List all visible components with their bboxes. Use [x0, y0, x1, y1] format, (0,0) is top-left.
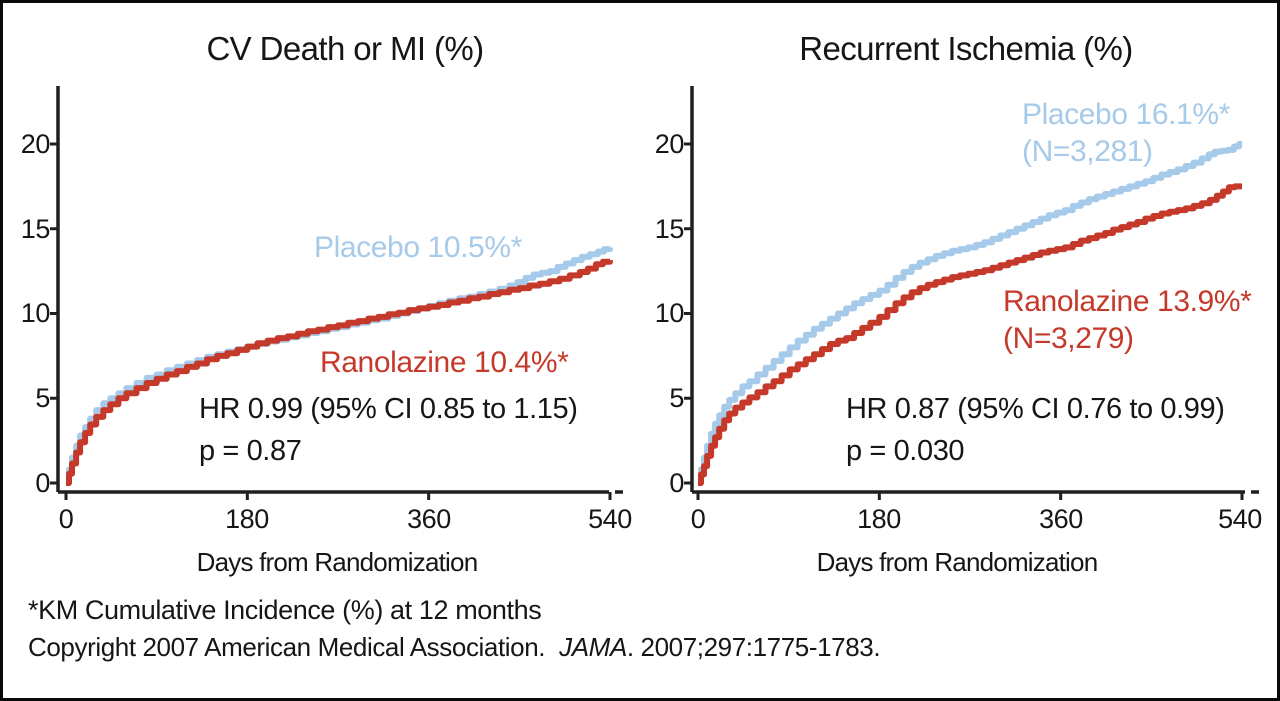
- left-ytick-15: 15: [20, 214, 51, 244]
- chart-recurrent-ischemia-title: Recurrent Ischemia (%): [799, 30, 1133, 67]
- left-x-axis-label: Days from Randomization: [196, 547, 479, 577]
- right-x-axis-label: Days from Randomization: [816, 547, 1099, 577]
- left-ytick-0: 0: [35, 468, 50, 498]
- right-p-annotation: p = 0.030: [846, 435, 965, 467]
- left-ytick-10: 10: [20, 298, 51, 328]
- right-ranolazine-n-label: (N=3,279): [1003, 322, 1134, 355]
- copyright-suffix: . 2007;297:1775-1783.: [626, 632, 881, 662]
- left-xtick-540: 540: [588, 504, 632, 534]
- left-xtick-0: 0: [58, 504, 74, 534]
- right-xtick-0: 0: [690, 504, 706, 534]
- km-curve-placebo-chart-1: [698, 141, 1242, 486]
- left-ranolazine-series-label: Ranolazine 10.4%*: [320, 346, 569, 379]
- right-ytick-20: 20: [654, 129, 685, 159]
- right-ytick-15: 15: [654, 214, 685, 244]
- copyright-prefix: Copyright 2007 American Medical Associat…: [28, 632, 546, 662]
- chart-cv-death-mi-title: CV Death or MI (%): [206, 30, 484, 67]
- copyright-line: Copyright 2007 American Medical Associat…: [28, 632, 881, 663]
- right-hr-annotation: HR 0.87 (95% CI 0.76 to 0.99): [846, 393, 1225, 425]
- right-ytick-0: 0: [669, 468, 684, 498]
- left-placebo-series-label: Placebo 10.5%*: [314, 231, 522, 264]
- right-ytick-10: 10: [654, 298, 685, 328]
- left-hr-annotation: HR 0.99 (95% CI 0.85 to 1.15): [199, 393, 578, 425]
- right-ytick-5: 5: [669, 383, 684, 413]
- km-curve-ranolazine-chart-0: [66, 258, 613, 486]
- km-curve-ranolazine-chart-1: [698, 183, 1242, 486]
- right-ranolazine-series-label: Ranolazine 13.9%*: [1003, 285, 1252, 318]
- right-placebo-series-label: Placebo 16.1%*: [1022, 98, 1230, 131]
- journal-name-italic: JAMA: [559, 632, 627, 662]
- left-ytick-5: 5: [35, 383, 50, 413]
- km-footnote: *KM Cumulative Incidence (%) at 12 month…: [28, 595, 542, 625]
- right-xtick-360: 360: [1039, 504, 1083, 534]
- right-xtick-180: 180: [857, 504, 901, 534]
- left-p-annotation: p = 0.87: [199, 435, 302, 467]
- left-xtick-360: 360: [407, 504, 451, 534]
- right-placebo-n-label: (N=3,281): [1022, 135, 1153, 168]
- left-ytick-20: 20: [20, 129, 51, 159]
- left-xtick-180: 180: [225, 504, 269, 534]
- right-xtick-540: 540: [1218, 504, 1262, 534]
